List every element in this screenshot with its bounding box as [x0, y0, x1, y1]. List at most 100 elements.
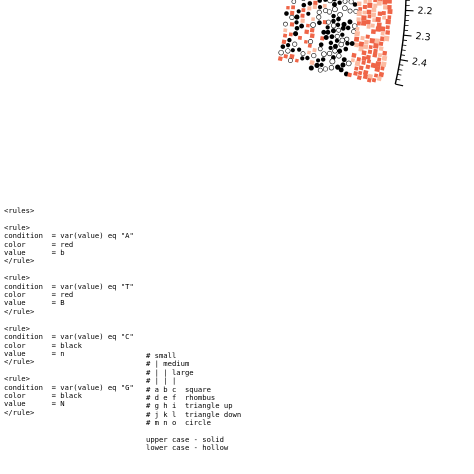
glyph-square: [367, 73, 374, 80]
ideogram-scale: 0.00.10.20.30.40.50.60.70.80.91.01.11.21…: [394, 0, 433, 87]
glyph-square: [366, 59, 372, 64]
glyph-square: [291, 5, 296, 10]
minor-tick: [401, 49, 406, 51]
glyph-circle-solid: [343, 46, 349, 52]
rules-line: value = B: [4, 298, 65, 308]
glyph-square: [385, 18, 391, 25]
rules-line: <rule>: [4, 323, 30, 333]
glyph-circle-solid: [336, 16, 341, 22]
glyph-square: [373, 73, 379, 78]
glyph-square: [358, 41, 365, 47]
glyph-square: [370, 29, 376, 35]
glyph-square: [313, 0, 318, 6]
glyph-circle-hollow: [347, 8, 353, 14]
glyph-circle-solid: [306, 11, 311, 16]
glyph-square: [366, 24, 371, 29]
glyph-circle-solid: [307, 1, 313, 6]
glyph-square: [354, 42, 360, 48]
glyph-square: [362, 10, 367, 15]
glyph-square: [366, 9, 372, 15]
glyph-circle-solid: [340, 25, 346, 31]
glyph-square: [362, 4, 367, 10]
glyph-square: [306, 50, 311, 55]
glyph-circle-solid: [294, 20, 299, 25]
glyph-square: [366, 77, 372, 83]
glyph-circle-hollow: [316, 14, 322, 20]
rules-line: condition = var(value) eq "A": [4, 231, 134, 241]
legend-line: # j k l triangle down: [146, 409, 242, 419]
glyph-circle-solid: [318, 42, 324, 47]
glyph-circle-solid: [321, 29, 327, 35]
glyph-circle-hollow: [317, 67, 323, 73]
glyph-square: [320, 36, 325, 41]
glyph-circle-hollow: [329, 58, 336, 65]
legend-line: # | medium: [146, 359, 190, 369]
rules-line: value = n: [4, 348, 65, 358]
glyph-square: [380, 66, 385, 71]
rules-line: </rule>: [4, 407, 35, 417]
glyph-circle-solid: [299, 23, 305, 29]
glyph-square: [377, 57, 382, 62]
glyph-square: [354, 66, 359, 71]
glyph-circle-hollow: [278, 49, 284, 56]
glyph-circle-hollow: [345, 60, 352, 67]
glyph-square: [305, 23, 310, 28]
glyph-circle-hollow: [327, 0, 333, 4]
major-tick: [403, 34, 412, 37]
glyph-square: [385, 30, 391, 35]
glyph-circle-hollow: [300, 51, 306, 57]
glyph-square: [312, 4, 317, 10]
glyph-square: [387, 15, 392, 20]
rules-line: <rule>: [4, 374, 30, 384]
minor-tick: [402, 44, 407, 46]
minor-tick: [398, 69, 403, 71]
glyph-legend-text: # small # | medium # | | large # | | | #…: [146, 351, 242, 453]
glyph-square: [304, 29, 310, 35]
glyph-square: [357, 70, 363, 76]
legend-line: # d e f rhombus: [146, 393, 216, 403]
glyph-circle-solid: [316, 58, 321, 63]
glyph-circle-hollow: [285, 48, 291, 54]
glyph-square: [376, 76, 382, 82]
glyph-square: [363, 44, 369, 50]
glyph-circle-hollow: [332, 6, 338, 13]
glyph-circle-solid: [341, 21, 347, 28]
minor-tick: [397, 73, 402, 76]
glyph-square: [380, 31, 385, 36]
glyph-square: [356, 1, 362, 7]
minor-tick: [400, 54, 405, 56]
glyph-square: [380, 26, 386, 32]
glyph-square: [322, 20, 328, 25]
rules-line: <rules>: [4, 206, 35, 215]
glyph-circle-hollow: [283, 21, 288, 27]
glyph-square: [361, 60, 366, 66]
glyph-square: [363, 0, 368, 4]
glyph-square: [360, 35, 365, 41]
glyph-circle-solid: [323, 34, 329, 40]
glyph-square: [363, 39, 369, 45]
glyph-circle-hollow: [348, 0, 354, 5]
glyph-square: [372, 52, 378, 58]
glyph-circle-solid: [317, 4, 323, 10]
legend-line: lower case - hollow: [146, 443, 229, 453]
glyph-circle-solid: [330, 28, 336, 34]
glyph-circle-solid: [320, 57, 326, 62]
glyph-square: [382, 0, 388, 5]
glyph-square: [289, 53, 295, 60]
glyph-circle-hollow: [322, 66, 328, 72]
glyph-square: [347, 72, 353, 78]
glyph-circle-solid: [284, 11, 289, 16]
glyph-circle-hollow: [326, 19, 331, 25]
rules-line: color = red: [4, 239, 74, 249]
glyph-square: [300, 18, 305, 24]
glyph-square: [289, 10, 295, 16]
glyph-tracks: [277, 0, 393, 83]
glyph-square: [387, 4, 392, 10]
glyph-square: [356, 17, 361, 22]
legend-line: # g h i triangle up: [146, 401, 233, 411]
glyph-circle-hollow: [287, 58, 293, 63]
glyph-circle-solid: [340, 62, 346, 68]
glyph-circle-solid: [317, 0, 322, 3]
glyph-circle-solid: [352, 2, 358, 7]
